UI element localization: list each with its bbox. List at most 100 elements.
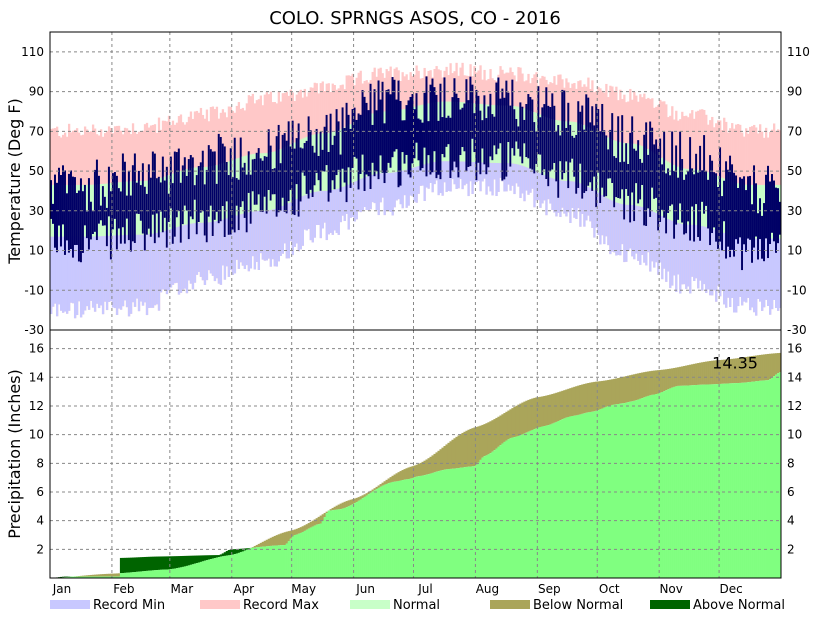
observed-precip-bar <box>191 564 195 578</box>
observed-bar <box>631 116 634 193</box>
observed-bar <box>233 137 236 233</box>
record-min-bar <box>299 197 302 250</box>
below-normal-bar <box>757 355 760 382</box>
observed-bar <box>623 161 626 220</box>
above-normal-bar <box>127 557 131 573</box>
below-normal-bar <box>323 512 326 518</box>
below-normal-bar <box>353 498 356 504</box>
temperature-tick-right: 10 <box>787 244 802 258</box>
record-min-bar <box>621 204 624 245</box>
above-normal-bar <box>61 576 65 578</box>
observed-precip-bar <box>569 416 572 578</box>
record-min-bar <box>409 168 412 196</box>
observed-precip-bar <box>415 476 418 578</box>
temperature-tick-left: 90 <box>29 85 44 99</box>
below-normal-bar <box>311 520 314 527</box>
below-normal-bar <box>485 423 488 456</box>
observed-precip-bar <box>245 549 249 578</box>
observed-bar <box>319 131 322 191</box>
observed-precip-bar <box>349 505 352 578</box>
observed-precip-bar <box>427 474 430 578</box>
below-normal-bar <box>643 372 646 398</box>
observed-bar <box>57 167 61 226</box>
record-min-bar <box>153 233 157 306</box>
below-normal-bar <box>579 385 582 415</box>
observed-bar <box>173 151 177 237</box>
normal-bar <box>757 184 760 239</box>
record-min-bar <box>555 179 558 217</box>
above-normal-bar <box>157 556 161 570</box>
observed-precip-bar <box>457 468 460 578</box>
below-normal-bar <box>551 393 554 424</box>
below-normal-bar <box>375 486 378 490</box>
above-normal-bar <box>171 556 175 569</box>
record-min-bar <box>485 162 488 195</box>
temperature-tick-right: -10 <box>787 283 807 297</box>
below-normal-bar <box>83 575 87 577</box>
below-normal-bar <box>705 361 708 385</box>
observed-bar <box>491 114 494 161</box>
observed-bar <box>503 97 506 180</box>
below-normal-bar <box>771 353 774 378</box>
observed-bar <box>325 114 328 166</box>
record-min-bar <box>341 186 344 216</box>
record-min-bar <box>571 181 574 209</box>
observed-bar <box>317 155 320 181</box>
record-min-bar <box>745 238 748 303</box>
observed-bar <box>421 122 424 169</box>
record-min-bar <box>403 170 406 196</box>
record-min-bar <box>733 236 736 313</box>
observed-precip-bar <box>107 576 111 578</box>
record-min-bar <box>523 166 526 202</box>
below-normal-bar <box>569 388 572 417</box>
below-normal-bar <box>727 359 730 384</box>
below-normal-bar <box>305 524 308 530</box>
below-normal-bar <box>549 394 552 425</box>
record-min-bar <box>739 237 742 297</box>
record-min-bar <box>391 172 394 216</box>
observed-precip-bar <box>503 441 506 578</box>
observed-bar <box>753 165 756 248</box>
below-normal-bar <box>653 370 656 395</box>
above-normal-bar <box>131 557 135 573</box>
below-normal-bar <box>115 573 119 577</box>
observed-precip-bar <box>265 546 269 578</box>
record-min-bar <box>181 225 185 290</box>
below-normal-bar <box>479 425 482 460</box>
record-min-bar <box>303 195 306 230</box>
record-min-bar <box>641 206 644 255</box>
observed-precip-bar <box>109 576 113 578</box>
observed-precip-bar <box>169 569 173 578</box>
observed-precip-bar <box>177 567 181 578</box>
observed-precip-bar <box>381 485 384 578</box>
observed-bar <box>289 146 292 190</box>
observed-bar <box>487 106 490 168</box>
above-normal-bar <box>209 555 213 560</box>
record-min-bar <box>321 190 324 229</box>
below-normal-bar <box>351 499 354 505</box>
above-normal-bar <box>179 556 183 568</box>
observed-precip-bar <box>219 556 223 578</box>
record-min-bar <box>75 236 79 316</box>
below-normal-bar <box>721 359 724 384</box>
observed-precip-bar <box>319 523 322 578</box>
observed-bar <box>59 175 63 247</box>
observed-bar <box>681 159 684 223</box>
observed-bar <box>75 193 79 245</box>
above-normal-bar <box>165 556 169 570</box>
observed-precip-bar <box>199 561 203 578</box>
record-min-bar <box>297 198 300 252</box>
below-normal-bar <box>423 460 426 476</box>
record-min-bar <box>423 164 426 201</box>
observed-bar <box>407 100 410 175</box>
observed-precip-bar <box>285 543 288 578</box>
observed-precip-bar <box>625 402 628 578</box>
observed-precip-bar <box>239 552 243 578</box>
observed-precip-bar <box>377 487 380 578</box>
record-min-bar <box>289 202 292 242</box>
observed-bar <box>381 81 384 173</box>
observed-precip-bar <box>131 572 135 578</box>
observed-bar <box>175 152 179 218</box>
record-min-bar <box>389 172 392 212</box>
temperature-tick-right: -30 <box>787 323 807 337</box>
